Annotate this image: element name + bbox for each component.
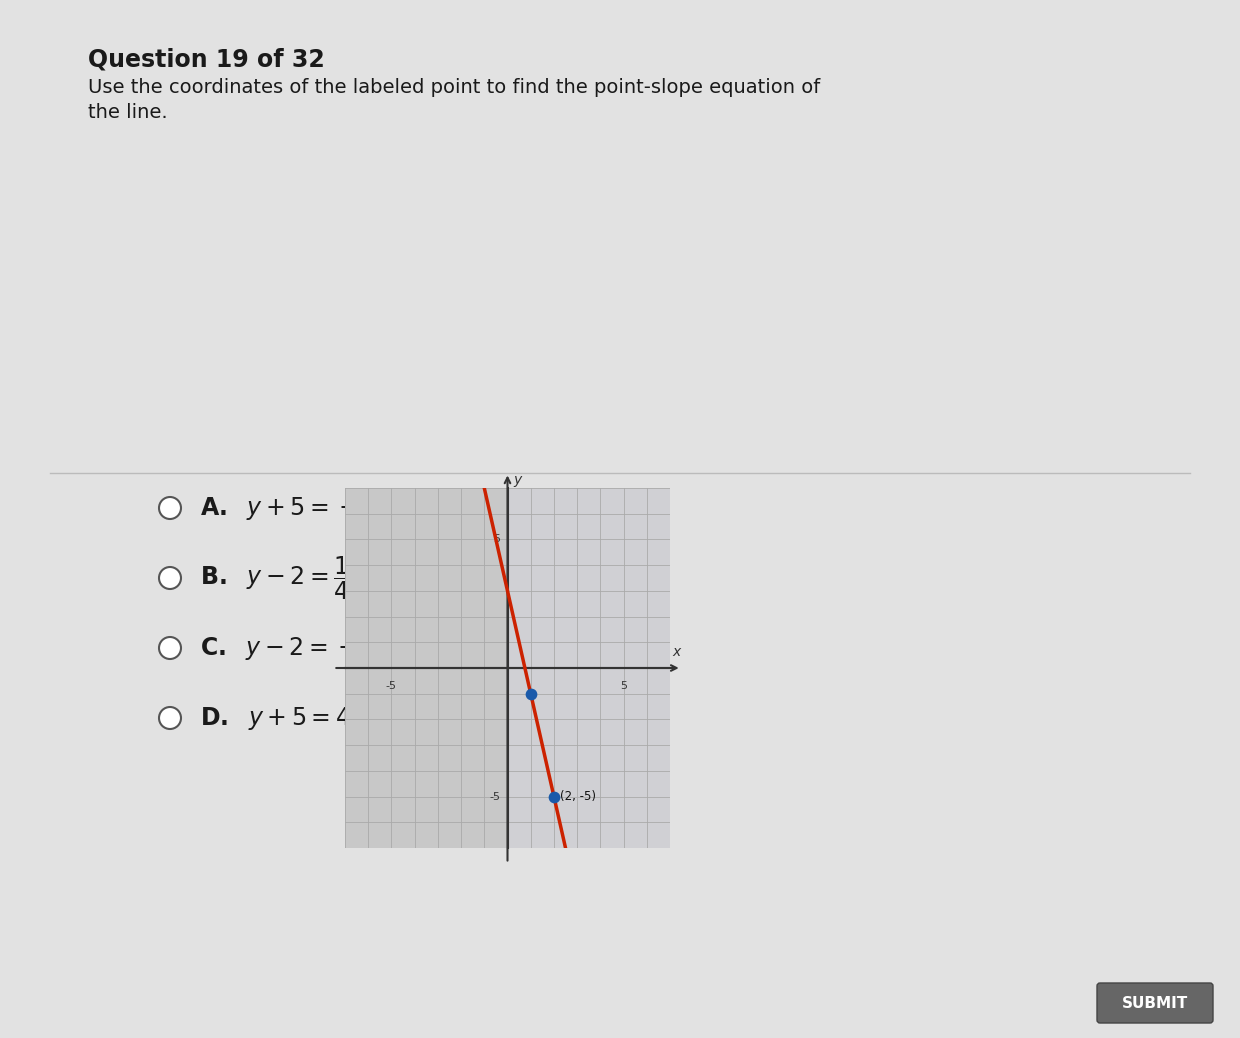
Text: x: x <box>673 645 681 659</box>
Circle shape <box>159 497 181 519</box>
Text: 5: 5 <box>494 535 501 544</box>
Point <box>521 685 541 702</box>
Text: -5: -5 <box>386 681 397 691</box>
Text: (2, -5): (2, -5) <box>559 790 595 803</box>
Text: SUBMIT: SUBMIT <box>1122 995 1188 1011</box>
Text: Use the coordinates of the labeled point to find the point-slope equation of: Use the coordinates of the labeled point… <box>88 78 820 97</box>
Bar <box>507 488 670 848</box>
Text: $\mathbf{C.}$  $y - 2 = -4(x + 5)$: $\mathbf{C.}$ $y - 2 = -4(x + 5)$ <box>200 634 454 662</box>
Point <box>544 788 564 804</box>
Circle shape <box>159 637 181 659</box>
Text: y: y <box>513 473 522 487</box>
Circle shape <box>159 707 181 729</box>
Text: $\mathbf{A.}$  $y + 5 = -4(x - 2)$: $\mathbf{A.}$ $y + 5 = -4(x - 2)$ <box>200 494 454 522</box>
Text: $\mathbf{D.}$  $y + 5 = 4(x - 2)$: $\mathbf{D.}$ $y + 5 = 4(x - 2)$ <box>200 704 427 732</box>
Circle shape <box>159 567 181 589</box>
Text: 5: 5 <box>620 681 627 691</box>
Text: $\mathbf{B.}$  $y - 2 = \dfrac{1}{4}(x - 5)$: $\mathbf{B.}$ $y - 2 = \dfrac{1}{4}(x - … <box>200 554 428 602</box>
FancyBboxPatch shape <box>1097 983 1213 1023</box>
Text: Question 19 of 32: Question 19 of 32 <box>88 48 325 72</box>
Text: -5: -5 <box>490 792 501 801</box>
Text: the line.: the line. <box>88 103 167 122</box>
